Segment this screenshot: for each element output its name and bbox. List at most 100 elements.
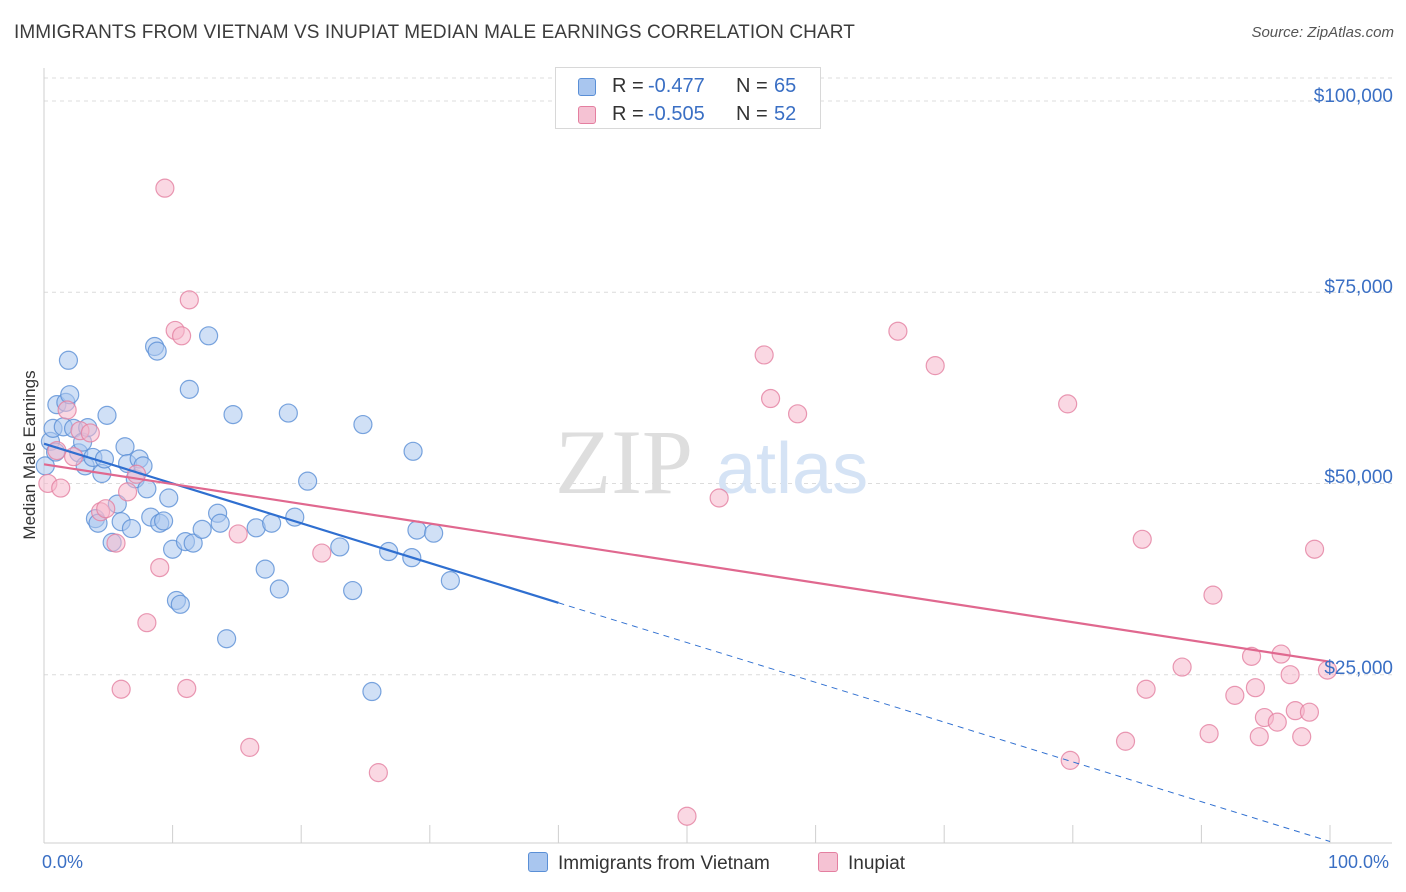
data-point	[709, 488, 729, 508]
data-point	[1241, 646, 1262, 666]
data-point	[379, 541, 399, 562]
data-point	[403, 441, 423, 461]
trend-line-extrapolated	[558, 602, 1331, 842]
data-point	[1136, 679, 1156, 699]
data-point	[159, 488, 179, 508]
data-point	[115, 437, 135, 457]
data-point	[57, 400, 77, 420]
data-point	[183, 533, 203, 553]
data-point	[1132, 529, 1152, 549]
data-point	[223, 405, 243, 425]
y-tick-label-25000: $25,000	[1324, 658, 1393, 679]
data-point	[58, 350, 79, 370]
data-point	[147, 341, 167, 361]
legend-bottom-label-inupiat: Inupiat	[848, 853, 906, 874]
data-point	[155, 178, 175, 198]
y-tick-label-50000: $50,000	[1324, 467, 1393, 488]
data-point	[121, 518, 142, 539]
data-point	[298, 471, 318, 491]
data-point	[1280, 665, 1300, 685]
data-point	[269, 579, 289, 599]
data-point	[424, 523, 444, 543]
data-point	[787, 404, 808, 424]
trend-line	[43, 442, 559, 604]
data-point	[1225, 685, 1245, 705]
x-tick-label-min: 0.0%	[42, 852, 84, 872]
data-point	[1115, 731, 1136, 751]
data-point	[760, 388, 781, 409]
data-point	[1172, 657, 1192, 677]
trend-lines	[43, 442, 1331, 842]
series-inupiat-points	[38, 178, 1338, 826]
data-point	[343, 580, 363, 601]
data-point	[137, 613, 157, 633]
data-point	[255, 559, 275, 579]
legend-r-value: -0.477	[648, 75, 705, 97]
grid-lines	[44, 77, 1392, 676]
data-point	[754, 345, 774, 365]
legend-stats: R = -0.477 N = 65 R = -0.505 N = 52	[555, 67, 821, 129]
data-point	[278, 403, 298, 423]
data-point	[330, 537, 350, 557]
legend-bottom-swatch-vietnam	[528, 852, 548, 872]
legend-swatch-vietnam	[578, 78, 596, 96]
data-point	[150, 557, 170, 578]
data-point	[1203, 585, 1223, 605]
data-point	[106, 533, 126, 553]
legend-n-label: N =	[736, 75, 768, 97]
chart-title: IMMIGRANTS FROM VIETNAM VS INUPIAT MEDIA…	[14, 22, 855, 43]
legend-row-vietnam: R = -0.477 N = 65	[556, 72, 820, 100]
data-point	[440, 571, 460, 591]
legend-bottom-vietnam: Immigrants from Vietnam	[528, 852, 770, 875]
legend-swatch-inupiat	[578, 106, 596, 124]
data-point	[153, 511, 174, 531]
data-point	[172, 326, 192, 346]
data-point	[1060, 750, 1080, 770]
data-point	[179, 379, 199, 399]
data-point	[1267, 712, 1287, 732]
watermark-atlas: atlas	[716, 429, 868, 509]
data-point	[353, 414, 373, 435]
data-point	[51, 478, 71, 498]
data-point	[407, 520, 427, 540]
legend-r-label: R =	[612, 75, 644, 97]
data-point	[362, 681, 382, 702]
data-point	[240, 737, 260, 757]
watermark: ZIP atlas	[555, 411, 868, 513]
y-tick-label-75000: $75,000	[1324, 277, 1393, 298]
data-point	[228, 524, 248, 544]
data-point	[1199, 724, 1219, 744]
legend-n-value: 65	[774, 75, 797, 97]
axes	[43, 68, 1392, 844]
legend-r-value: -0.505	[648, 103, 705, 125]
data-point	[192, 519, 212, 539]
data-point	[177, 678, 197, 699]
data-point	[1292, 727, 1312, 747]
data-point	[368, 763, 388, 783]
watermark-zip: ZIP	[555, 411, 693, 513]
data-point	[1058, 394, 1078, 414]
legend-n-value: 52	[774, 103, 797, 125]
trend-line	[43, 463, 1331, 663]
data-point	[179, 290, 199, 310]
data-point	[1304, 539, 1325, 559]
data-point	[170, 594, 190, 614]
data-point	[1245, 678, 1266, 698]
data-point	[925, 356, 945, 376]
legend-bottom-label-vietnam: Immigrants from Vietnam	[558, 853, 770, 874]
legend-n-label: N =	[736, 103, 768, 125]
data-point	[80, 423, 100, 443]
legend-row-inupiat: R = -0.505 N = 52	[556, 100, 820, 128]
data-point	[312, 543, 332, 563]
x-tick-label-max: 100.0%	[1328, 852, 1390, 872]
data-point	[1249, 727, 1269, 747]
data-point	[111, 679, 131, 699]
legend-bottom-inupiat: Inupiat	[818, 852, 905, 875]
data-point	[199, 326, 219, 346]
data-point	[96, 499, 116, 519]
legend-r-label: R =	[612, 103, 644, 125]
y-tick-label-100000: $100,000	[1313, 86, 1393, 107]
data-point	[888, 321, 908, 341]
data-point	[97, 405, 117, 425]
